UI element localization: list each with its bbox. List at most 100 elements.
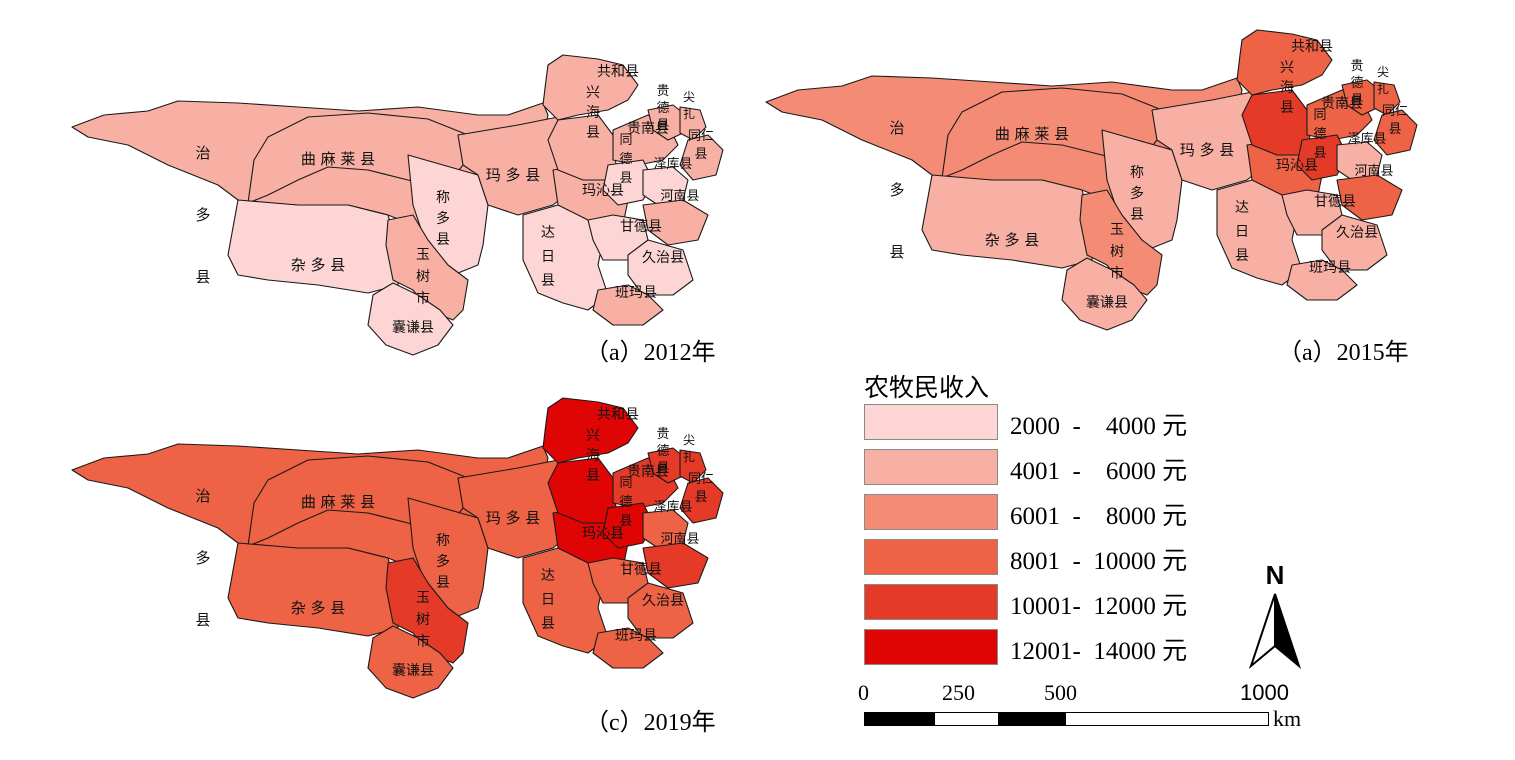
county-label-maduo: 玛 多 县	[486, 166, 541, 184]
county-tongde	[1296, 134, 1348, 181]
county-label-guide: 贵德县	[656, 84, 669, 133]
legend-swatch	[864, 539, 998, 575]
county-label-tongren: 同仁县	[688, 472, 714, 505]
county-label-maduo: 玛 多 县	[1180, 141, 1235, 159]
county-label-henan: 河南县	[660, 531, 699, 547]
county-label-maqin: 玛沁县	[582, 526, 624, 542]
county-label-gonghe: 共和县	[597, 407, 639, 423]
county-yushu	[1079, 189, 1163, 296]
legend-item: 6001 - 8000 元	[864, 494, 1244, 532]
county-label-henan: 河南县	[660, 188, 699, 204]
county-tongren	[679, 134, 724, 181]
county-label-tongde: 同德县	[619, 476, 632, 529]
county-henan	[642, 542, 709, 589]
county-banma	[1286, 259, 1358, 301]
county-label-qumalai: 曲 麻 莱 县	[301, 493, 375, 511]
county-jianzha	[679, 449, 707, 484]
county-jianzha	[1373, 81, 1401, 116]
legend-item: 8001 - 10000 元	[864, 539, 1244, 577]
county-label-xinghai: 兴海县	[586, 85, 600, 141]
county-jiuzhi	[627, 582, 694, 639]
county-jiuzhi	[1321, 214, 1388, 271]
county-label-qumalai: 曲 麻 莱 县	[301, 150, 375, 168]
legend-swatch	[864, 629, 998, 665]
county-nangqian	[367, 282, 454, 356]
county-label-tongde: 同德县	[619, 133, 632, 186]
county-label-maqin: 玛沁县	[1276, 158, 1318, 174]
legend-title: 农牧民收入	[864, 373, 990, 402]
county-label-zaduo: 杂 多 县	[291, 256, 346, 274]
county-label-gande: 甘德县	[620, 219, 662, 235]
county-label-jianzha: 尖扎	[1377, 65, 1389, 96]
county-label-chengduo: 称多县	[1130, 165, 1144, 223]
county-banma	[592, 627, 664, 669]
county-label-zeku: 泽库县	[653, 499, 692, 515]
county-xinghai	[547, 457, 617, 524]
county-label-chengduo: 称多县	[436, 533, 450, 591]
county-label-tongren: 同仁县	[688, 129, 714, 162]
scale-tick-250: 250	[942, 680, 975, 705]
county-label-dari: 达日县	[541, 225, 555, 289]
county-tongde	[602, 159, 654, 206]
county-label-tongren: 同仁县	[1382, 104, 1408, 137]
county-tongren	[1373, 109, 1418, 156]
county-label-banma: 班玛县	[615, 628, 657, 644]
legend-item: 10001- 12000 元	[864, 584, 1244, 622]
county-label-henan: 河南县	[1354, 163, 1393, 179]
county-label-jianzha: 尖扎	[683, 433, 695, 464]
scale-unit: km	[1273, 706, 1302, 731]
county-zaduo	[227, 542, 399, 637]
scale-bar	[864, 712, 1269, 726]
scale-tick-1000: 1000	[1240, 680, 1289, 705]
county-label-gonghe: 共和县	[1291, 39, 1333, 55]
legend-item: 2000 - 4000 元	[864, 404, 1244, 442]
map-caption: （c）2019年	[585, 709, 716, 736]
county-yushu	[385, 214, 469, 321]
legend-item: 4001 - 6000 元	[864, 449, 1244, 487]
county-gonghe	[542, 54, 639, 121]
legend-swatch	[864, 449, 998, 485]
county-label-guinan: 贵南县	[1321, 96, 1363, 112]
north-arrow: N	[1245, 560, 1305, 675]
map-caption: （a）2015年	[1278, 339, 1409, 366]
scale-tick-500: 500	[1044, 680, 1077, 705]
county-xinghai	[547, 114, 617, 181]
county-label-gonghe: 共和县	[597, 64, 639, 80]
county-label-nangqian: 囊谦县	[392, 319, 434, 336]
county-zaduo	[227, 199, 399, 294]
county-label-yushu: 玉树市	[416, 590, 430, 650]
map-caption: （a）2012年	[585, 339, 716, 366]
legend-swatch	[864, 494, 998, 530]
county-tongde	[602, 502, 654, 549]
county-label-dari: 达日县	[541, 568, 555, 632]
county-label-zaduo: 杂 多 县	[291, 599, 346, 617]
legend-range: 12001- 14000 元	[1010, 638, 1188, 665]
county-banma	[592, 284, 664, 326]
county-nangqian	[1061, 257, 1148, 331]
county-label-tongde: 同德县	[1313, 108, 1326, 161]
county-label-chengduo: 称多县	[436, 190, 450, 248]
county-nangqian	[367, 625, 454, 699]
county-henan	[642, 199, 709, 246]
county-label-yushu: 玉树市	[1110, 222, 1124, 282]
county-label-gande: 甘德县	[1314, 194, 1356, 210]
legend-range: 8001 - 10000 元	[1010, 548, 1188, 575]
legend-range: 4001 - 6000 元	[1010, 458, 1188, 485]
county-label-jiuzhi: 久治县	[642, 250, 684, 266]
county-xinghai	[1241, 89, 1311, 156]
county-label-banma: 班玛县	[1309, 260, 1351, 276]
county-label-guinan: 贵南县	[627, 464, 669, 480]
legend-item: 12001- 14000 元	[864, 629, 1244, 667]
county-label-dari: 达日县	[1235, 200, 1249, 264]
legend-range: 6001 - 8000 元	[1010, 503, 1188, 530]
county-label-zhiduo: 治多县	[889, 119, 904, 261]
county-label-zaduo: 杂 多 县	[985, 231, 1040, 249]
county-yushu	[385, 557, 469, 664]
county-tongren	[679, 477, 724, 524]
county-label-yushu: 玉树市	[416, 247, 430, 307]
county-label-qumalai: 曲 麻 莱 县	[995, 125, 1069, 143]
county-label-guide: 贵德县	[1350, 59, 1363, 108]
county-label-xinghai: 兴海县	[586, 428, 600, 484]
